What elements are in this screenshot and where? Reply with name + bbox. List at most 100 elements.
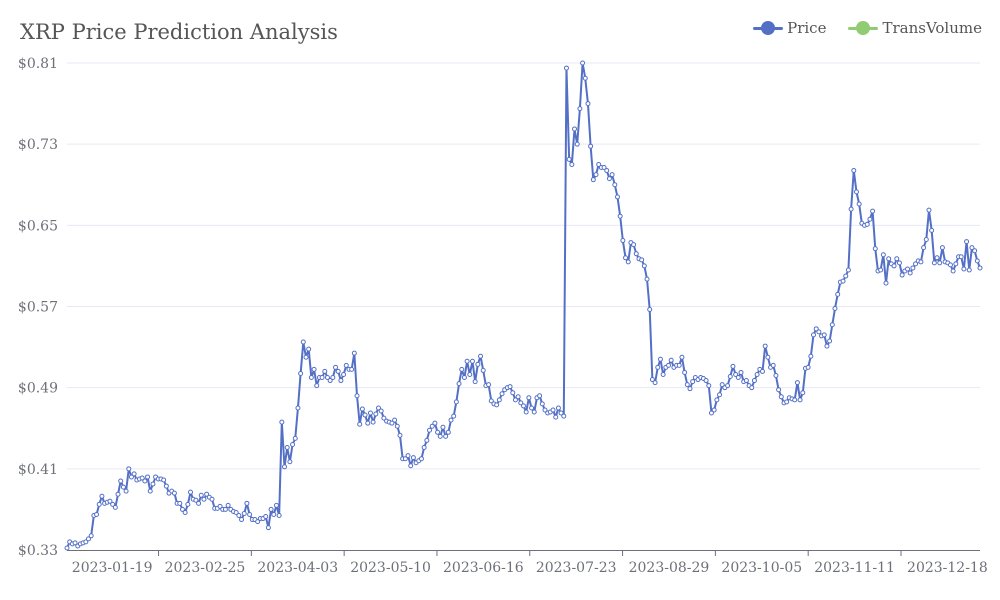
data-point[interactable]	[907, 270, 913, 276]
data-point[interactable]	[139, 475, 145, 481]
data-point[interactable]	[392, 417, 398, 423]
data-point[interactable]	[921, 245, 927, 251]
data-point[interactable]	[964, 239, 970, 245]
data-point[interactable]	[467, 371, 473, 377]
data-point[interactable]	[298, 370, 304, 376]
data-point[interactable]	[623, 255, 629, 261]
data-point[interactable]	[606, 176, 612, 182]
data-point[interactable]	[188, 489, 194, 495]
data-point[interactable]	[816, 329, 822, 335]
data-point[interactable]	[518, 400, 524, 406]
data-point[interactable]	[751, 378, 757, 384]
data-point[interactable]	[961, 266, 967, 272]
data-point[interactable]	[445, 429, 451, 435]
data-point[interactable]	[969, 245, 975, 251]
data-point[interactable]	[529, 405, 535, 411]
data-point[interactable]	[435, 429, 441, 435]
data-point[interactable]	[306, 346, 312, 352]
data-point[interactable]	[72, 540, 78, 546]
data-point[interactable]	[362, 412, 368, 418]
data-point[interactable]	[367, 410, 373, 416]
data-point[interactable]	[776, 387, 782, 393]
data-point[interactable]	[631, 242, 637, 248]
data-point[interactable]	[813, 326, 819, 332]
data-point[interactable]	[443, 433, 449, 439]
data-point[interactable]	[593, 172, 599, 178]
data-point[interactable]	[88, 533, 94, 539]
data-point[interactable]	[633, 251, 639, 257]
data-point[interactable]	[241, 510, 247, 516]
data-point[interactable]	[800, 390, 806, 396]
data-point[interactable]	[381, 415, 387, 421]
data-point[interactable]	[652, 380, 658, 386]
data-point[interactable]	[171, 490, 177, 496]
data-point[interactable]	[537, 393, 543, 399]
data-point[interactable]	[617, 213, 623, 219]
data-point[interactable]	[222, 506, 228, 512]
data-point[interactable]	[365, 420, 371, 426]
data-point[interactable]	[273, 502, 279, 508]
data-point[interactable]	[832, 306, 838, 312]
data-point[interactable]	[357, 421, 363, 427]
data-point[interactable]	[770, 362, 776, 368]
data-point[interactable]	[585, 101, 591, 107]
data-point[interactable]	[429, 423, 435, 429]
data-point[interactable]	[569, 161, 575, 167]
data-point[interactable]	[338, 378, 344, 384]
data-point[interactable]	[120, 484, 126, 490]
data-point[interactable]	[290, 441, 296, 447]
data-point[interactable]	[735, 375, 741, 381]
data-point[interactable]	[923, 237, 929, 243]
data-point[interactable]	[762, 343, 768, 349]
data-point[interactable]	[604, 168, 610, 174]
data-point[interactable]	[494, 402, 500, 408]
data-point[interactable]	[424, 437, 430, 443]
data-point[interactable]	[727, 374, 733, 380]
data-point[interactable]	[641, 263, 647, 269]
data-point[interactable]	[333, 364, 339, 370]
data-point[interactable]	[247, 511, 253, 517]
legend-item-transvolume[interactable]: TransVolume	[848, 19, 982, 37]
data-point[interactable]	[899, 272, 905, 278]
data-point[interactable]	[472, 379, 478, 385]
data-point[interactable]	[295, 405, 301, 411]
data-point[interactable]	[939, 245, 945, 251]
data-point[interactable]	[714, 397, 720, 403]
data-point[interactable]	[966, 267, 972, 273]
data-point[interactable]	[99, 493, 105, 499]
data-point[interactable]	[147, 488, 153, 494]
data-point[interactable]	[196, 500, 202, 506]
data-point[interactable]	[754, 371, 760, 377]
data-point[interactable]	[684, 382, 690, 388]
data-point[interactable]	[561, 413, 567, 419]
data-point[interactable]	[456, 381, 462, 387]
data-point[interactable]	[708, 410, 714, 416]
data-point[interactable]	[848, 206, 854, 212]
data-point[interactable]	[287, 459, 293, 465]
data-point[interactable]	[784, 399, 790, 405]
data-point[interactable]	[488, 398, 494, 404]
data-point[interactable]	[550, 407, 556, 413]
data-point[interactable]	[824, 343, 830, 349]
data-point[interactable]	[620, 238, 626, 244]
data-point[interactable]	[282, 464, 288, 470]
data-point[interactable]	[845, 267, 851, 273]
data-point[interactable]	[891, 263, 897, 269]
data-point[interactable]	[427, 427, 433, 433]
data-point[interactable]	[711, 407, 717, 413]
data-point[interactable]	[327, 378, 333, 384]
data-point[interactable]	[126, 466, 132, 472]
data-point[interactable]	[733, 371, 739, 377]
data-point[interactable]	[110, 501, 116, 507]
data-point[interactable]	[410, 455, 416, 461]
data-point[interactable]	[639, 257, 645, 263]
data-point[interactable]	[300, 339, 306, 345]
data-point[interactable]	[526, 395, 532, 401]
data-point[interactable]	[239, 517, 245, 523]
data-point[interactable]	[523, 409, 529, 415]
data-point[interactable]	[811, 332, 817, 338]
data-point[interactable]	[614, 194, 620, 200]
data-point[interactable]	[870, 208, 876, 214]
data-point[interactable]	[512, 397, 518, 403]
data-point[interactable]	[655, 364, 661, 370]
